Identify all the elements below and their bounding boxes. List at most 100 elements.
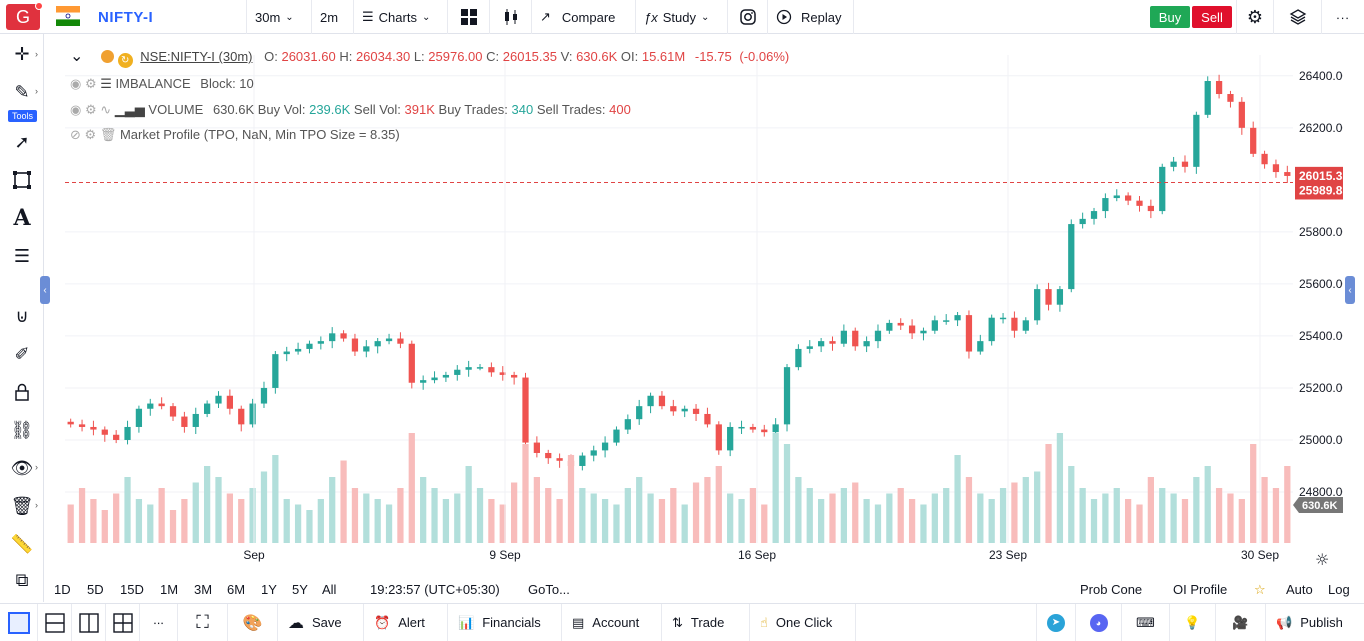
keyboard-button[interactable]: ⌨ bbox=[1122, 604, 1170, 641]
range-15d[interactable]: 15D bbox=[120, 582, 144, 597]
interval-dropdown[interactable]: 30m ⌄ bbox=[246, 0, 312, 34]
log-scale-button[interactable]: Log bbox=[1328, 582, 1350, 597]
star-icon[interactable]: ☆ bbox=[1254, 582, 1266, 597]
theme-button[interactable]: 🎨 bbox=[228, 604, 278, 641]
single-layout-button[interactable] bbox=[0, 604, 38, 641]
left-panel-handle[interactable]: ‹ bbox=[40, 276, 50, 304]
volume-bar bbox=[351, 488, 359, 543]
eye-off-icon[interactable]: ⊘ bbox=[70, 127, 81, 142]
telegram-button[interactable]: ➤ bbox=[1036, 604, 1076, 641]
range-3m[interactable]: 3M bbox=[194, 582, 213, 597]
horizontal-split-button[interactable] bbox=[38, 604, 72, 641]
save-button[interactable]: ☁ Save bbox=[278, 604, 364, 641]
change-value: -15.75 bbox=[694, 49, 732, 64]
chevron-right-icon[interactable]: › bbox=[35, 49, 38, 59]
rectangle-icon[interactable] bbox=[10, 168, 34, 192]
candle-body bbox=[636, 406, 643, 420]
replay-button[interactable]: Replay bbox=[768, 0, 854, 34]
text-tool-icon[interactable]: A bbox=[13, 205, 31, 231]
prob-cone-button[interactable]: Prob Cone bbox=[1080, 582, 1143, 597]
link-icon[interactable]: ⛓ bbox=[10, 419, 34, 440]
volume-bar bbox=[692, 482, 700, 543]
candles-button[interactable] bbox=[490, 0, 532, 34]
vertical-split-button[interactable] bbox=[72, 604, 106, 641]
ruler-icon[interactable]: 📏 bbox=[10, 533, 34, 554]
buy-button[interactable]: Buy bbox=[1150, 6, 1190, 28]
clock-time[interactable]: 19:23:57 (UTC+05:30) bbox=[370, 582, 500, 597]
financials-button[interactable]: 📊 Financials bbox=[448, 604, 562, 641]
symbol-name[interactable]: NIFTY-I bbox=[98, 9, 154, 26]
candle-body bbox=[965, 315, 973, 352]
refresh-icon[interactable]: ↻ bbox=[117, 53, 133, 68]
range-all[interactable]: All bbox=[322, 582, 337, 597]
lock-icon[interactable] bbox=[10, 380, 34, 404]
charts-label: Charts bbox=[378, 9, 417, 25]
eye-icon[interactable]: 👁 bbox=[10, 457, 34, 478]
legend-title[interactable]: NSE:NIFTY-I (30m) bbox=[140, 49, 253, 64]
candle-body bbox=[897, 322, 904, 326]
candle-body bbox=[340, 333, 347, 339]
replay-label: Replay bbox=[801, 9, 842, 25]
trash-icon[interactable]: 🗑 bbox=[10, 495, 34, 516]
app-logo[interactable]: G bbox=[6, 4, 40, 30]
gear-icon[interactable]: ⚙ bbox=[84, 102, 97, 117]
range-6m[interactable]: 6M bbox=[227, 582, 246, 597]
volume-bar bbox=[408, 433, 415, 543]
range-1d[interactable]: 1D bbox=[54, 582, 71, 597]
chevron-down-icon: ⌄ bbox=[700, 11, 710, 23]
last-price-tag bbox=[1295, 166, 1343, 185]
more-dots-icon: ∙∙∙ bbox=[153, 615, 164, 630]
axis-settings-icon[interactable]: ☼ bbox=[1315, 550, 1329, 569]
auto-scale-button[interactable]: Auto bbox=[1286, 582, 1313, 597]
magnet-icon[interactable]: ⊍ bbox=[15, 305, 29, 326]
trade-button[interactable]: ⇅ Trade bbox=[662, 604, 750, 641]
gear-icon[interactable]: ⚙ bbox=[84, 76, 97, 91]
price-chart[interactable]: 26400.00 26200.00 25800.00 25600.00 25400.00… bbox=[45, 35, 1343, 577]
candle-body bbox=[499, 372, 506, 375]
range-1y[interactable]: 1Y bbox=[261, 582, 277, 597]
more-layouts-button[interactable]: ∙∙∙ bbox=[140, 604, 178, 641]
right-panel-handle[interactable]: ‹ bbox=[1345, 276, 1355, 304]
settings-button[interactable]: ⚙ bbox=[1236, 0, 1274, 34]
publish-button[interactable]: 📢 Publish bbox=[1266, 604, 1364, 641]
goto-button[interactable]: GoTo... bbox=[528, 582, 570, 597]
sell-button[interactable]: Sell bbox=[1192, 6, 1232, 28]
layers-button[interactable] bbox=[1274, 0, 1322, 34]
gear-icon[interactable]: ⚙ bbox=[84, 127, 97, 142]
charts-dropdown[interactable]: ☰ Charts ⌄ bbox=[354, 0, 448, 34]
account-button[interactable]: ▤ Account bbox=[562, 604, 662, 641]
cursor-arrow-icon[interactable]: ➚ bbox=[14, 131, 30, 152]
alert-button[interactable]: ⏰ Alert bbox=[364, 604, 448, 641]
range-1m[interactable]: 1M bbox=[160, 582, 179, 597]
eye-icon[interactable]: ◉ bbox=[70, 102, 82, 117]
price-tick-label: 25200.00 bbox=[1299, 381, 1343, 395]
idea-button[interactable]: 💡 bbox=[1170, 604, 1216, 641]
crosshair-icon[interactable]: ✛ bbox=[14, 43, 30, 64]
layout-button[interactable] bbox=[448, 0, 490, 34]
discord-button[interactable]: ◕ bbox=[1076, 604, 1122, 641]
study-dropdown[interactable]: ƒx Study ⌄ bbox=[636, 0, 728, 34]
chevron-right-icon[interactable]: › bbox=[35, 86, 38, 96]
volume-bar bbox=[101, 510, 108, 543]
one-click-button[interactable]: ☝ One Click bbox=[750, 604, 856, 641]
more-menu-button[interactable]: ∙∙∙ bbox=[1322, 0, 1364, 34]
draw-lock-icon[interactable]: ✐ bbox=[14, 343, 30, 364]
range-5d[interactable]: 5D bbox=[87, 582, 104, 597]
eye-icon[interactable]: ◉ bbox=[70, 76, 82, 91]
fib-lines-icon[interactable]: ☰ bbox=[13, 245, 31, 266]
screenshot-icon[interactable]: ⧉ bbox=[15, 569, 29, 590]
video-button[interactable]: 🎥 bbox=[1216, 604, 1266, 641]
oi-profile-button[interactable]: OI Profile bbox=[1173, 582, 1228, 597]
compare-button[interactable]: ↗ Compare bbox=[532, 0, 636, 34]
candle-body bbox=[1193, 114, 1200, 167]
quad-layout-button[interactable] bbox=[106, 604, 140, 641]
fullscreen-button[interactable]: ⛶ bbox=[178, 604, 228, 641]
pencil-icon[interactable]: ✎ bbox=[14, 81, 30, 102]
collapse-chevron-icon[interactable]: ⌄ bbox=[70, 48, 84, 65]
chevron-right-icon[interactable]: › bbox=[35, 462, 38, 472]
instagram-button[interactable] bbox=[728, 0, 768, 34]
interval2-button[interactable]: 2m bbox=[312, 0, 354, 34]
range-5y[interactable]: 5Y bbox=[292, 582, 308, 597]
chevron-right-icon[interactable]: › bbox=[35, 500, 38, 510]
trash-icon[interactable]: 🗑 bbox=[99, 127, 117, 142]
